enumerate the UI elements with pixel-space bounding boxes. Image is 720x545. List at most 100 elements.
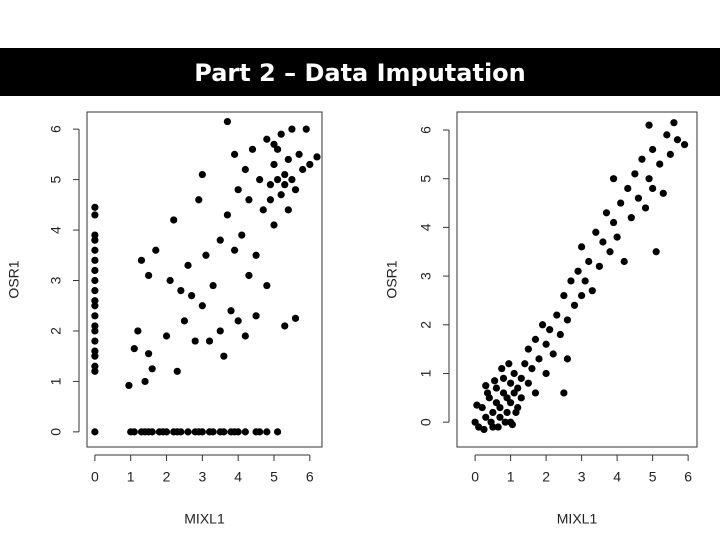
y-tick-label: 6 bbox=[48, 125, 64, 133]
slide-title: Part 2 – Data Imputation bbox=[194, 59, 526, 87]
point bbox=[166, 276, 174, 285]
point bbox=[649, 145, 657, 154]
point bbox=[284, 155, 292, 164]
point bbox=[299, 165, 307, 174]
point bbox=[91, 297, 99, 305]
point bbox=[148, 428, 156, 436]
point bbox=[503, 408, 511, 417]
point bbox=[270, 160, 278, 169]
point bbox=[494, 423, 502, 431]
point bbox=[173, 367, 181, 375]
point bbox=[645, 175, 653, 183]
point bbox=[578, 291, 586, 300]
x-tick-label: 5 bbox=[270, 469, 278, 485]
point bbox=[609, 218, 618, 227]
point bbox=[234, 186, 242, 194]
point bbox=[281, 322, 289, 330]
point bbox=[306, 160, 314, 169]
point bbox=[273, 176, 282, 184]
point bbox=[277, 191, 285, 199]
point bbox=[578, 243, 586, 251]
y-tick-label: 2 bbox=[418, 321, 434, 329]
point bbox=[556, 330, 564, 339]
x-tick-label: 3 bbox=[578, 469, 586, 485]
point bbox=[223, 211, 232, 219]
point bbox=[680, 141, 689, 149]
point bbox=[162, 332, 171, 340]
point bbox=[266, 181, 275, 189]
point bbox=[595, 262, 603, 270]
y-tick-label: 1 bbox=[48, 377, 64, 385]
point bbox=[617, 199, 625, 207]
point bbox=[499, 374, 508, 382]
point bbox=[263, 428, 271, 436]
point bbox=[521, 360, 529, 368]
point bbox=[638, 155, 646, 163]
point bbox=[535, 355, 543, 363]
x-tick-label: 4 bbox=[613, 469, 621, 485]
x-tick-label: 1 bbox=[507, 469, 515, 485]
point bbox=[152, 246, 160, 254]
point bbox=[549, 350, 557, 358]
point bbox=[563, 355, 572, 363]
point bbox=[277, 130, 285, 138]
y-tick-label: 0 bbox=[48, 428, 64, 436]
point bbox=[284, 206, 292, 214]
point bbox=[137, 256, 146, 264]
title-bar bbox=[0, 48, 720, 96]
x-tick-label: 6 bbox=[306, 469, 314, 485]
point bbox=[191, 337, 199, 345]
plot-frame bbox=[86, 111, 323, 448]
point bbox=[512, 408, 520, 417]
x-tick-label: 2 bbox=[163, 469, 171, 485]
point bbox=[263, 281, 271, 290]
point bbox=[195, 196, 203, 204]
y-tick-label: 6 bbox=[418, 126, 434, 134]
y-tick-label: 5 bbox=[48, 176, 64, 184]
point bbox=[492, 384, 501, 392]
point bbox=[606, 248, 614, 256]
point bbox=[180, 317, 189, 325]
point bbox=[560, 291, 568, 300]
point bbox=[489, 408, 497, 417]
point bbox=[480, 425, 488, 434]
point bbox=[620, 257, 628, 266]
point bbox=[528, 365, 536, 373]
point bbox=[546, 326, 554, 334]
point bbox=[517, 374, 525, 382]
point bbox=[482, 382, 490, 390]
point bbox=[670, 119, 678, 127]
point bbox=[531, 335, 540, 343]
point bbox=[482, 413, 490, 421]
y-tick-label: 4 bbox=[48, 226, 64, 234]
x-tick-label: 4 bbox=[234, 469, 242, 485]
point bbox=[542, 340, 550, 348]
point bbox=[656, 160, 664, 168]
point bbox=[241, 165, 249, 174]
point bbox=[227, 307, 235, 315]
point bbox=[245, 271, 253, 280]
point bbox=[223, 117, 232, 126]
point bbox=[91, 203, 99, 211]
point bbox=[91, 322, 99, 330]
point bbox=[487, 418, 495, 426]
point bbox=[134, 327, 142, 335]
y-axis-label: OSR1 bbox=[6, 260, 22, 298]
point bbox=[91, 362, 99, 370]
point bbox=[517, 394, 525, 402]
point bbox=[263, 135, 271, 143]
point bbox=[291, 314, 300, 322]
point bbox=[241, 332, 249, 340]
point bbox=[259, 206, 267, 214]
point bbox=[198, 428, 206, 436]
point bbox=[592, 228, 600, 236]
point bbox=[91, 256, 99, 264]
point bbox=[524, 345, 532, 353]
point bbox=[498, 365, 506, 373]
point bbox=[531, 389, 540, 397]
x-tick-label: 2 bbox=[542, 469, 550, 485]
point bbox=[209, 281, 217, 290]
point bbox=[256, 428, 264, 436]
point bbox=[91, 286, 99, 295]
